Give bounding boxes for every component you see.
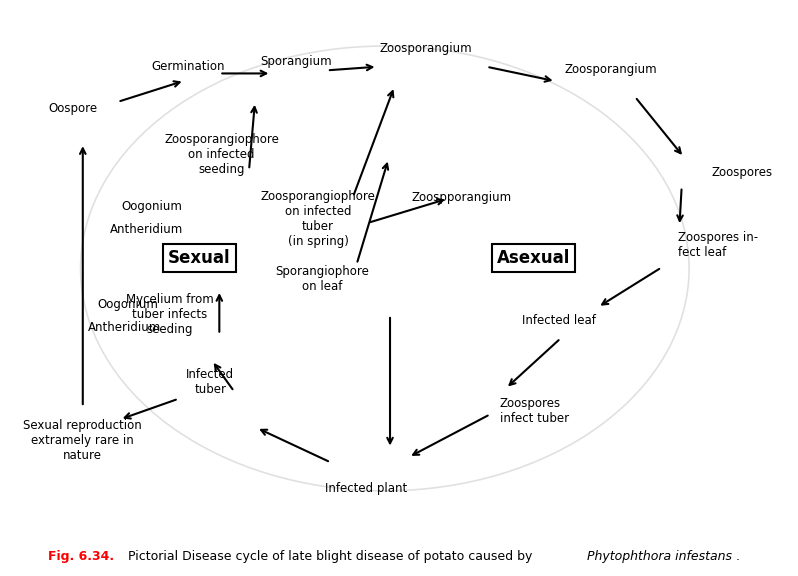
Text: Oogonium: Oogonium xyxy=(97,298,159,311)
Text: Antheridium: Antheridium xyxy=(88,321,161,335)
Text: Zoospores in-
fect leaf: Zoospores in- fect leaf xyxy=(678,231,758,259)
Text: Zoosporangiophore
on infected
tuber
(in spring): Zoosporangiophore on infected tuber (in … xyxy=(261,190,376,248)
Text: Sexual: Sexual xyxy=(168,249,231,267)
Text: Fig. 6.34.: Fig. 6.34. xyxy=(48,550,114,563)
Text: Sporangium: Sporangium xyxy=(260,55,332,68)
Text: Zoosporangiophore
on infected
seeding: Zoosporangiophore on infected seeding xyxy=(164,133,279,176)
Text: Zoosporangium: Zoosporangium xyxy=(379,42,472,55)
Text: Pictorial Disease cycle of late blight disease of potato caused by: Pictorial Disease cycle of late blight d… xyxy=(124,550,536,563)
Text: Asexual: Asexual xyxy=(496,249,570,267)
Text: Phytophthora infestans: Phytophthora infestans xyxy=(587,550,733,563)
Text: Oospore: Oospore xyxy=(49,101,97,115)
Text: Infected leaf: Infected leaf xyxy=(522,314,596,327)
Text: Mycelium from
tuber infects
seeding: Mycelium from tuber infects seeding xyxy=(126,294,214,336)
Text: Sporangiophore
on leaf: Sporangiophore on leaf xyxy=(275,265,369,293)
Text: Infected plant: Infected plant xyxy=(325,482,408,495)
Text: .: . xyxy=(736,550,740,563)
Text: Zoospporangium: Zoospporangium xyxy=(411,191,512,203)
Text: Germination: Germination xyxy=(152,60,225,73)
Text: Sexual reproduction
extramely rare in
nature: Sexual reproduction extramely rare in na… xyxy=(23,419,142,461)
Text: Oogonium: Oogonium xyxy=(121,200,182,213)
Text: Antheridium: Antheridium xyxy=(110,223,184,236)
Text: Zoospores: Zoospores xyxy=(711,166,772,179)
Text: Zoosporangium: Zoosporangium xyxy=(565,63,658,76)
Text: Zoospores
infect tuber: Zoospores infect tuber xyxy=(500,397,569,425)
Text: Infected
tuber: Infected tuber xyxy=(187,368,235,396)
